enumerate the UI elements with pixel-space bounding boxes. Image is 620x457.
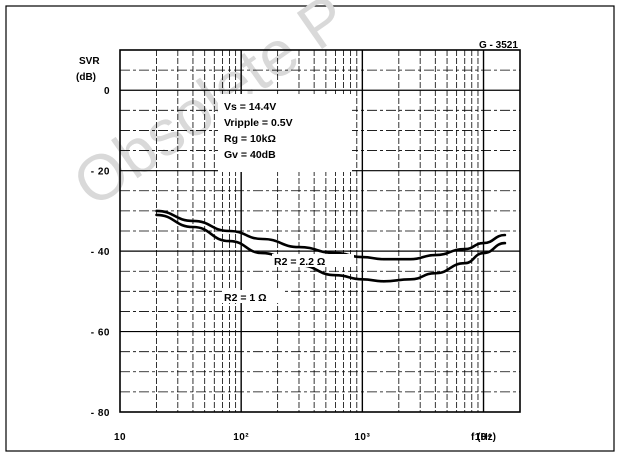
figure-id: G - 3521 [479, 40, 518, 51]
condition-gv: Gv = 40dB [224, 149, 276, 161]
y-tick-label: - 60 [91, 328, 110, 339]
series-label-bg-2 [222, 290, 282, 303]
series-label-r2-2-2: R2 = 2.2 Ω [274, 256, 325, 268]
y-axis-label: SVR [79, 56, 100, 67]
x-tick-label: 10² [233, 432, 249, 443]
x-tick-labels: 10 10² 10³ 10⁴ [114, 432, 492, 443]
y-axis-unit: (dB) [76, 72, 96, 83]
condition-vripple: Vripple = 0.5V [224, 117, 293, 129]
series-line-1 [155, 209, 507, 261]
y-tick-label: - 80 [91, 408, 110, 419]
y-tick-labels: 0 - 20 - 40 - 60 - 80 [91, 86, 110, 419]
condition-rg: Rg = 10kΩ [224, 133, 276, 145]
y-tick-label: 0 [104, 86, 110, 97]
y-tick-label: - 20 [91, 167, 110, 178]
outer-frame [5, 5, 615, 452]
series-line-2 [155, 213, 507, 283]
condition-vs: Vs = 14.4V [224, 101, 276, 113]
plot-area-border [119, 49, 521, 413]
y-tick-label: - 40 [91, 247, 110, 258]
x-tick-label: 10³ [354, 432, 370, 443]
x-tick-label: 10 [114, 432, 126, 443]
series-layer [155, 209, 507, 283]
series-label-r2-1: R2 = 1 Ω [224, 292, 267, 304]
series-label-bg-1 [272, 254, 354, 267]
conditions-box [218, 94, 352, 172]
x-axis-label: f (Hz) [471, 432, 496, 443]
x-tick-label: 10⁴ [475, 432, 493, 443]
